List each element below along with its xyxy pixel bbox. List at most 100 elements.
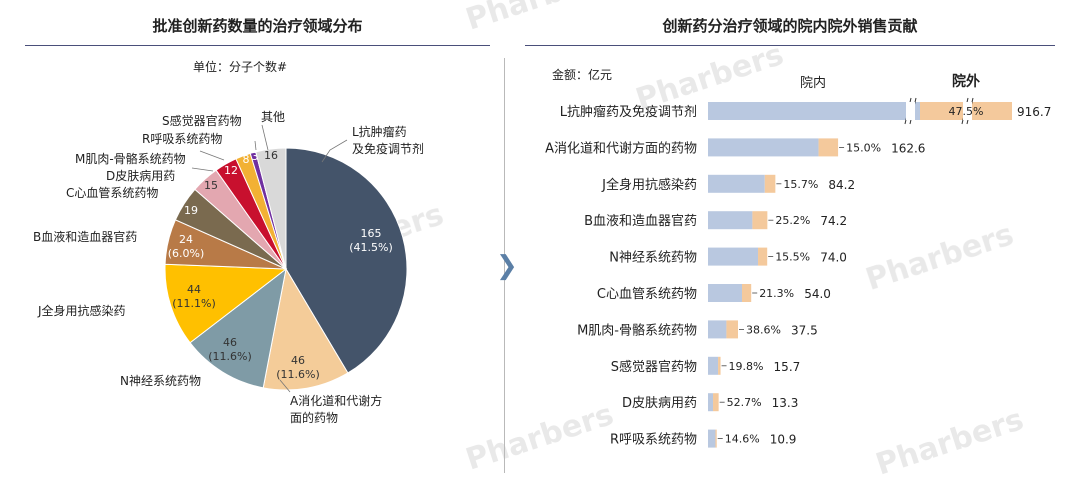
bar-category-label: M肌肉-骨骼系统药物 bbox=[577, 322, 697, 338]
bar-category-label: N神经系统药物 bbox=[609, 251, 697, 266]
pie-leader-line bbox=[321, 139, 348, 163]
bar-total-value: 10.9 bbox=[770, 433, 797, 447]
axis-break-gap bbox=[906, 102, 915, 120]
pie-category-label: S感觉器官药物 bbox=[162, 113, 242, 128]
pie-value-label: 46 bbox=[291, 354, 305, 367]
bar-outhospital-percent: 15.7% bbox=[783, 178, 818, 191]
pie-value-label: 16 bbox=[264, 149, 278, 162]
bar-outhospital-segment bbox=[752, 211, 768, 230]
pie-value-label: 24 bbox=[179, 233, 193, 246]
pie-category-label: N神经系统药物 bbox=[120, 374, 201, 388]
pie-category-label: L抗肿瘤药 bbox=[352, 124, 407, 139]
pie-value-label: 3 bbox=[252, 150, 259, 163]
bar-inhospital-segment bbox=[708, 247, 759, 266]
bar-total-value: 74.0 bbox=[820, 251, 847, 265]
bar-total-value: 74.2 bbox=[820, 214, 847, 228]
bar-outhospital-percent: 14.6% bbox=[725, 433, 760, 446]
pie-category-label: A消化道和代谢方 bbox=[290, 393, 382, 408]
pie-title-rule bbox=[25, 45, 490, 46]
bar-total-value: 37.5 bbox=[791, 323, 818, 337]
pie-category-label: 及免疫调节剂 bbox=[352, 141, 424, 156]
bar-inhospital-segment bbox=[708, 393, 714, 412]
bar-outhospital-segment bbox=[818, 138, 839, 157]
pie-percent-label: (6.0%) bbox=[168, 247, 205, 260]
pie-leader-line bbox=[199, 150, 225, 161]
bar-outhospital-percent: 21.3% bbox=[759, 287, 794, 300]
pie-category-label: J全身用抗感染药 bbox=[37, 303, 126, 318]
bar-outhospital-percent: 38.6% bbox=[746, 323, 781, 336]
pie-category-label: 其他 bbox=[261, 110, 285, 124]
pie-value-label: 19 bbox=[184, 204, 198, 217]
bar-outhospital-segment bbox=[764, 174, 776, 193]
bar-category-label: A消化道和代谢方面的药物 bbox=[545, 140, 697, 156]
bar-inhospital-segment bbox=[708, 356, 719, 375]
bar-total-value: 54.0 bbox=[804, 287, 831, 301]
pie-slice bbox=[285, 147, 408, 374]
bar-inhospital-segment bbox=[708, 429, 716, 448]
pie-slice bbox=[255, 147, 287, 270]
pie-value-label: 15 bbox=[204, 179, 218, 192]
bar-inhospital-segment bbox=[708, 174, 765, 193]
bar-outhospital-segment bbox=[758, 247, 768, 266]
pie-category-label: C心血管系统药物 bbox=[66, 185, 158, 200]
bar-chart-title: 创新药分治疗领域的院内院外销售贡献 bbox=[662, 17, 918, 35]
pie-leader-line bbox=[261, 124, 269, 151]
panel-divider bbox=[504, 58, 505, 473]
bar-outhospital-percent: 25.2% bbox=[775, 214, 810, 227]
bar-outhospital-percent: 52.7% bbox=[727, 396, 762, 409]
pie-slice bbox=[164, 263, 288, 344]
bar-outhospital-percent: 19.8% bbox=[729, 360, 764, 373]
bar-inhospital-segment bbox=[708, 320, 727, 339]
bar-outhospital-percent: 15.5% bbox=[775, 251, 810, 264]
bar-category-label: C心血管系统药物 bbox=[597, 287, 697, 302]
bar-inhospital-segment bbox=[708, 211, 753, 230]
pie-percent-label: (41.5%) bbox=[349, 241, 393, 254]
pie-category-label: D皮肤病用药 bbox=[106, 168, 175, 183]
bar-total-value: 13.3 bbox=[772, 396, 799, 410]
bar-outhospital-segment bbox=[718, 356, 721, 375]
bar-outhospital-segment bbox=[741, 284, 752, 302]
pie-slice bbox=[189, 267, 287, 389]
axis-break-gap bbox=[963, 102, 972, 120]
bar-outhospital-segment bbox=[715, 429, 717, 448]
bar-category-label: D皮肤病用药 bbox=[622, 396, 697, 411]
bar-category-label: S感觉器官药物 bbox=[611, 359, 697, 375]
pie-leader-line bbox=[191, 167, 214, 172]
bar-total-value: 916.7 bbox=[1017, 105, 1051, 119]
bar-total-value: 162.6 bbox=[891, 141, 925, 155]
pie-value-label: 12 bbox=[224, 164, 238, 177]
bar-category-label: J全身用抗感染药 bbox=[601, 177, 697, 193]
pie-value-label: 165 bbox=[361, 227, 382, 240]
legend-outhospital: 院外 bbox=[952, 74, 980, 90]
bar-category-label: B血液和造血器官药 bbox=[584, 213, 697, 229]
pie-chart-title: 批准创新药数量的治疗领域分布 bbox=[152, 17, 363, 35]
pie-category-label: 面的药物 bbox=[290, 410, 338, 425]
pie-unit-label: 单位：分子个数# bbox=[193, 60, 288, 74]
bar-total-value: 84.2 bbox=[828, 178, 855, 192]
bar-inhospital-segment bbox=[708, 138, 819, 157]
pie-percent-label: (11.1%) bbox=[172, 297, 216, 310]
pie-leader-line bbox=[279, 379, 291, 393]
legend-inhospital: 院内 bbox=[800, 76, 827, 91]
pie-value-label: 8 bbox=[243, 153, 250, 166]
bar-outhospital-percent: 15.0% bbox=[846, 141, 881, 154]
bar-inhospital-segment bbox=[708, 284, 742, 302]
pie-chart: 165(41.5%)L抗肿瘤药及免疫调节剂46(11.6%)A消化道和代谢方面的… bbox=[33, 110, 424, 425]
bar-outhospital-segment bbox=[713, 393, 719, 412]
pie-percent-label: (11.6%) bbox=[276, 368, 320, 381]
bar-amount-unit: 金额：亿元 bbox=[552, 68, 613, 82]
bar-inhospital-segment bbox=[708, 102, 920, 120]
pie-category-label: M肌肉-骨骼系统药物 bbox=[75, 151, 186, 166]
bar-outhospital-segment bbox=[726, 320, 738, 339]
pie-category-label: B血液和造血器官药 bbox=[33, 229, 137, 244]
bar-title-rule bbox=[525, 45, 1055, 46]
pie-value-label: 44 bbox=[187, 283, 201, 296]
pie-leader-line bbox=[254, 140, 257, 151]
pie-percent-label: (11.6%) bbox=[208, 350, 252, 363]
pie-category-label: R呼吸系统药物 bbox=[142, 132, 222, 146]
bar-total-value: 15.7 bbox=[774, 360, 801, 374]
bar-category-label: R呼吸系统药物 bbox=[610, 433, 697, 448]
bar-category-label: L抗肿瘤药及免疫调节剂 bbox=[560, 104, 697, 120]
pie-slice bbox=[262, 267, 349, 391]
